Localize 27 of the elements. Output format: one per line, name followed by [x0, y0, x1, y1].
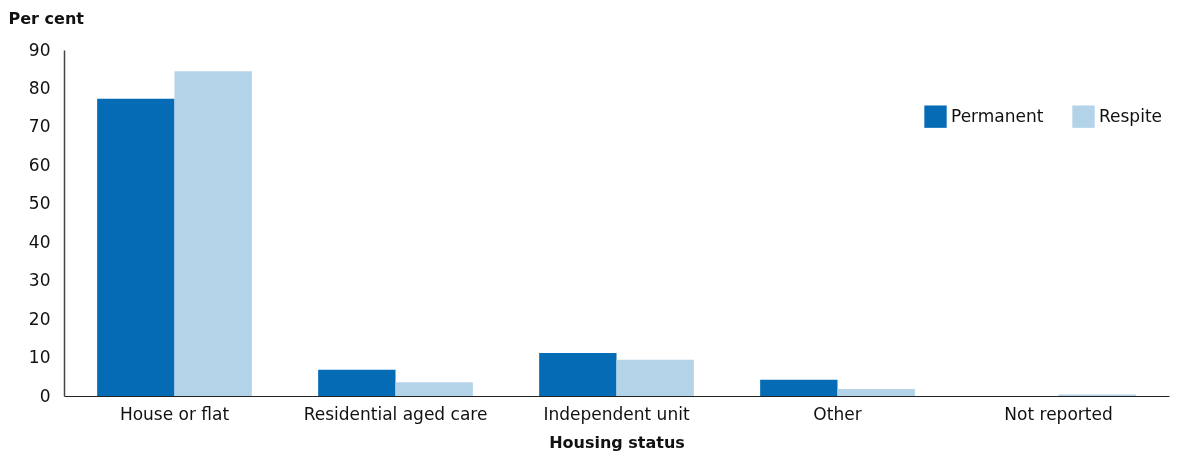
y-tick-label: 0 — [39, 385, 51, 406]
bar — [539, 352, 617, 396]
bar — [760, 379, 838, 396]
x-tick-label: Residential aged care — [303, 403, 488, 424]
y-tick-label: 80 — [28, 77, 51, 98]
y-tick-label: 10 — [28, 347, 51, 368]
bar — [318, 369, 396, 396]
bar — [837, 389, 915, 396]
y-tick-label: 20 — [28, 308, 51, 329]
y-tick-label: 30 — [28, 270, 51, 291]
y-tick-label: 40 — [28, 231, 51, 252]
x-tick-label: Independent unit — [543, 403, 690, 424]
y-tick-label: 50 — [28, 193, 51, 214]
x-tick-label: House or flat — [119, 403, 230, 424]
y-axis-title: Per cent — [8, 8, 85, 28]
y-tick-label: 60 — [28, 154, 51, 175]
legend-label: Respite — [1099, 105, 1163, 126]
y-tick-label: 90 — [28, 39, 51, 60]
x-tick-label: Not reported — [1004, 403, 1113, 424]
y-tick-label: 70 — [28, 116, 51, 137]
x-axis-title: Housing status — [549, 432, 685, 452]
legend-label: Permanent — [951, 105, 1044, 126]
bar — [174, 71, 252, 396]
bar — [97, 98, 175, 396]
x-tick-label: Other — [813, 403, 862, 424]
bar — [616, 359, 694, 396]
bar — [395, 382, 473, 396]
